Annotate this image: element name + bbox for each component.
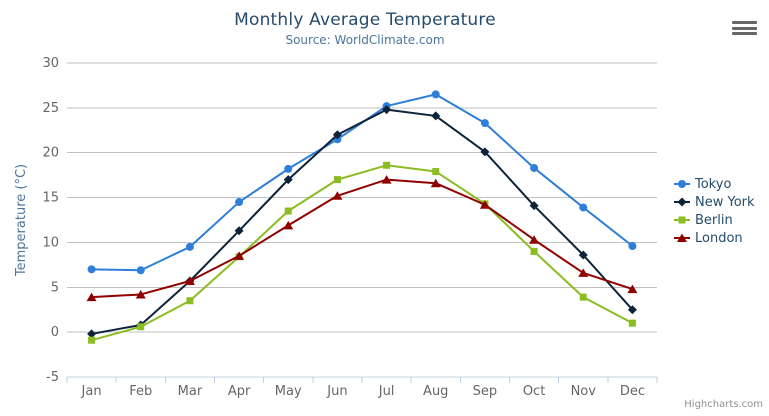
y-axis-tick-label: 0 xyxy=(51,325,59,340)
series-point-london[interactable] xyxy=(529,235,540,244)
series-point-tokyo[interactable] xyxy=(579,203,588,212)
x-axis-tick-label: Aug xyxy=(423,384,448,399)
series-point-london[interactable] xyxy=(86,292,97,302)
hamburger-icon xyxy=(732,26,757,30)
series-point-new-york[interactable] xyxy=(382,105,392,115)
series-point-new-york[interactable] xyxy=(87,329,97,339)
series-point-london[interactable] xyxy=(234,251,245,260)
triangle-marker-icon xyxy=(674,233,690,243)
series-point-berlin[interactable] xyxy=(88,336,96,344)
series-point-london[interactable] xyxy=(332,191,343,200)
chart-subtitle: Source: WorldClimate.com xyxy=(285,33,445,47)
series-point-new-york[interactable] xyxy=(332,130,342,140)
y-axis-title: Temperature (°C) xyxy=(14,164,29,277)
series-point-tokyo[interactable] xyxy=(136,266,145,275)
x-axis-tick-label: Jan xyxy=(81,384,102,399)
series-point-berlin[interactable] xyxy=(579,293,587,301)
chart-title: Monthly Average Temperature xyxy=(234,10,496,30)
legend-label: New York xyxy=(695,194,755,210)
legend-label: London xyxy=(695,230,743,246)
legend-marker-symbol[interactable] xyxy=(677,233,687,243)
hamburger-icon xyxy=(732,32,757,35)
x-axis-tick-label: May xyxy=(275,384,302,399)
series-point-new-york[interactable] xyxy=(234,226,244,236)
series-point-berlin[interactable] xyxy=(186,297,194,305)
circle-marker-icon xyxy=(674,180,690,188)
x-axis-tick-label: Apr xyxy=(228,384,251,399)
series-point-new-york[interactable] xyxy=(431,111,441,121)
series-line-new-york[interactable] xyxy=(90,108,634,335)
legend-item-tokyo[interactable]: Tokyo xyxy=(674,175,755,193)
x-axis-tick-label: Jun xyxy=(326,384,347,399)
series-line-london[interactable] xyxy=(90,178,634,299)
series-point-tokyo[interactable] xyxy=(480,119,489,128)
x-axis-tick-label: Nov xyxy=(571,384,597,399)
series-point-london[interactable] xyxy=(578,268,589,277)
series-line-tokyo[interactable] xyxy=(90,93,634,272)
x-axis-tick-label: Feb xyxy=(129,384,152,399)
y-axis-tick-label: 15 xyxy=(42,191,59,206)
context-menu-button[interactable] xyxy=(732,20,757,36)
series-line-berlin[interactable] xyxy=(90,164,634,342)
x-axis-tick-label: Sep xyxy=(473,384,498,399)
series-point-tokyo[interactable] xyxy=(235,198,244,207)
series-point-new-york[interactable] xyxy=(283,175,293,185)
legend-marker-symbol[interactable] xyxy=(678,180,686,188)
series-point-new-york[interactable] xyxy=(529,201,539,211)
series-point-london[interactable] xyxy=(430,178,441,188)
legend-marker-symbol[interactable] xyxy=(677,197,687,207)
series-point-new-york[interactable] xyxy=(480,147,490,157)
series-point-berlin[interactable] xyxy=(432,168,440,176)
diamond-marker-icon xyxy=(674,197,690,207)
legend-item-new-york[interactable]: New York xyxy=(674,193,755,211)
series-point-berlin[interactable] xyxy=(284,207,292,215)
series-point-tokyo[interactable] xyxy=(87,265,96,274)
series-point-berlin[interactable] xyxy=(333,176,341,184)
hamburger-icon xyxy=(732,21,757,24)
series-point-london[interactable] xyxy=(381,175,392,184)
credits-link[interactable]: Highcharts.com xyxy=(684,399,763,410)
y-axis-tick-label: -5 xyxy=(46,370,59,385)
legend-marker-symbol[interactable] xyxy=(678,216,686,224)
series-point-berlin[interactable] xyxy=(530,247,538,255)
y-axis-tick-label: 10 xyxy=(42,235,59,250)
series-point-tokyo[interactable] xyxy=(431,90,440,99)
series-point-london[interactable] xyxy=(184,276,195,286)
series-point-tokyo[interactable] xyxy=(628,242,637,251)
series-point-london[interactable] xyxy=(135,289,146,299)
series-point-london[interactable] xyxy=(283,220,294,230)
series-point-berlin[interactable] xyxy=(628,319,636,327)
square-marker-icon xyxy=(674,216,690,224)
y-axis-tick-label: 20 xyxy=(42,146,59,161)
series-point-tokyo[interactable] xyxy=(185,242,194,251)
x-axis-tick-label: Jul xyxy=(378,384,395,399)
y-axis-tick-label: 25 xyxy=(42,101,59,116)
series-point-tokyo[interactable] xyxy=(530,163,539,172)
legend-label: Tokyo xyxy=(695,176,732,192)
series-point-berlin[interactable] xyxy=(383,161,391,169)
x-axis-tick-label: Mar xyxy=(178,384,203,399)
x-axis-tick-label: Oct xyxy=(523,384,545,399)
legend-label: Berlin xyxy=(695,212,733,228)
y-axis-tick-label: 5 xyxy=(51,280,59,295)
series-point-tokyo[interactable] xyxy=(284,164,293,173)
series-point-berlin[interactable] xyxy=(137,323,145,331)
legend: Tokyo New York Berlin London xyxy=(674,175,755,247)
legend-item-london[interactable]: London xyxy=(674,229,755,247)
legend-item-berlin[interactable]: Berlin xyxy=(674,211,755,229)
y-axis-tick-label: 30 xyxy=(42,56,59,71)
series-point-london[interactable] xyxy=(627,284,638,294)
series-point-london[interactable] xyxy=(479,200,490,209)
series-point-new-york[interactable] xyxy=(578,250,588,260)
series-point-new-york[interactable] xyxy=(627,305,637,315)
x-axis-tick-label: Dec xyxy=(620,384,645,399)
